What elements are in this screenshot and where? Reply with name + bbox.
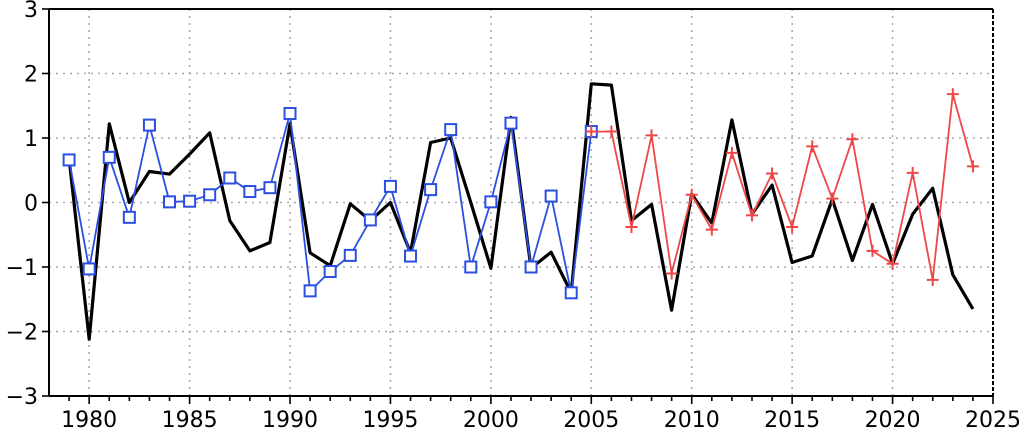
x-tick-label: 1990 <box>262 408 318 433</box>
x-tick-label: 2015 <box>764 408 820 433</box>
y-tick-label: −1 <box>6 256 38 281</box>
series-line-0 <box>67 82 975 341</box>
square-marker <box>142 118 156 132</box>
x-tick-label: 2025 <box>965 408 1021 433</box>
square-marker <box>424 183 438 197</box>
y-tick-label: 3 <box>24 0 38 23</box>
plus-marker <box>946 88 959 101</box>
square-marker <box>323 265 337 279</box>
y-tick-label: −2 <box>6 321 38 346</box>
x-tick-label: 2010 <box>664 408 720 433</box>
plus-marker <box>625 221 638 234</box>
plus-marker <box>705 223 718 236</box>
square-marker <box>243 185 257 199</box>
square-marker <box>524 260 538 274</box>
square-marker <box>404 249 418 263</box>
plus-marker <box>966 160 979 173</box>
plus-marker <box>745 209 758 222</box>
series-line-2 <box>591 93 974 281</box>
axes <box>42 8 994 404</box>
plus-marker <box>926 273 939 286</box>
plus-marker <box>605 125 618 138</box>
plus-marker <box>906 166 919 179</box>
plus-marker <box>846 133 859 146</box>
square-marker <box>62 153 76 167</box>
square-marker <box>183 194 197 208</box>
x-tick-label: 2000 <box>463 408 519 433</box>
plus-marker <box>645 129 658 142</box>
x-tick-label: 2020 <box>865 408 921 433</box>
square-marker <box>223 171 237 185</box>
square-marker <box>464 260 478 274</box>
square-marker <box>544 189 558 203</box>
square-marker <box>203 188 217 202</box>
plus-marker <box>766 167 779 180</box>
square-marker <box>343 248 357 262</box>
plus-marker <box>665 267 678 280</box>
series-lines <box>67 82 975 341</box>
plus-marker <box>866 244 879 257</box>
square-marker <box>303 284 317 298</box>
square-marker <box>263 181 277 195</box>
plus-marker <box>826 192 839 205</box>
square-marker <box>163 195 177 209</box>
square-marker <box>102 150 116 164</box>
x-tick-label: 1980 <box>61 408 117 433</box>
series-markers <box>62 88 979 300</box>
tick-labels: 1980 1985 1990 1995 2000 2005 2010 2015 2020 2025… <box>6 0 1021 433</box>
square-marker <box>363 213 377 227</box>
square-marker <box>383 179 397 193</box>
y-tick-label: 2 <box>24 63 38 88</box>
square-marker <box>444 123 458 137</box>
square-marker <box>122 210 136 224</box>
square-marker <box>82 262 96 276</box>
square-marker <box>504 116 518 130</box>
plus-marker <box>685 188 698 201</box>
plus-marker <box>786 221 799 234</box>
x-tick-label: 1985 <box>162 408 218 433</box>
square-marker <box>564 286 578 300</box>
plus-marker <box>886 257 899 270</box>
square-marker <box>283 106 297 120</box>
grid-lines <box>49 9 993 396</box>
square-marker <box>484 195 498 209</box>
x-tick-label: 2005 <box>563 408 619 433</box>
plus-marker <box>585 125 598 138</box>
plus-marker <box>725 146 738 159</box>
plus-marker <box>806 140 819 153</box>
x-tick-label: 1995 <box>362 408 418 433</box>
y-tick-label: −3 <box>6 385 38 410</box>
y-tick-label: 0 <box>24 192 38 217</box>
y-tick-label: 1 <box>24 127 38 152</box>
